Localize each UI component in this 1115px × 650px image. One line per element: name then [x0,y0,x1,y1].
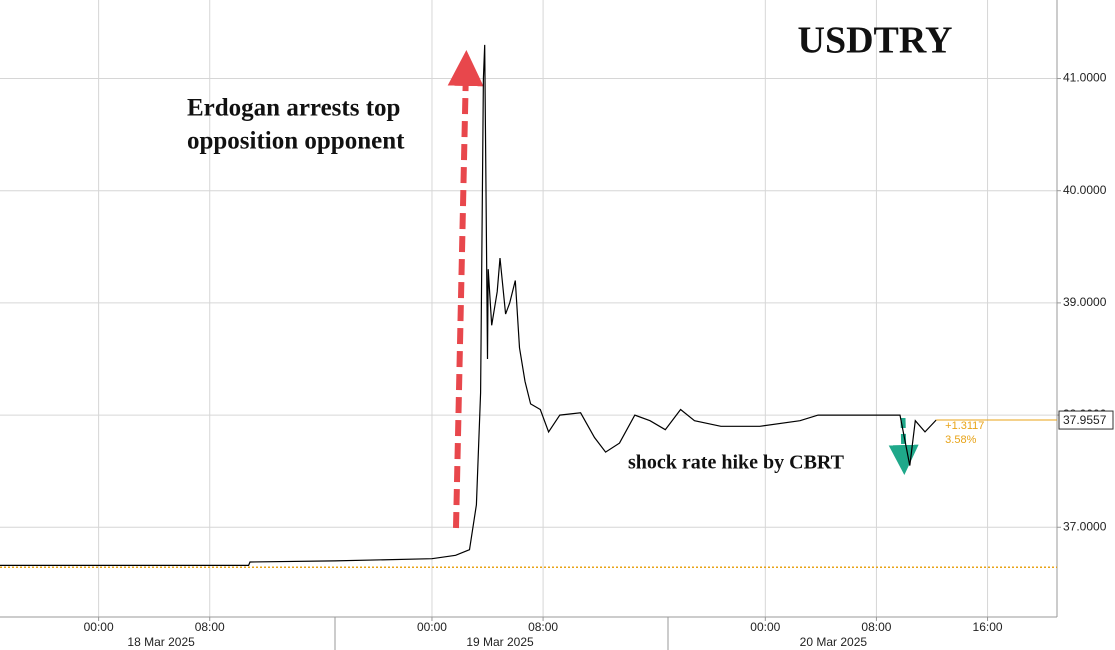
annotation: shock rate hike by CBRT [628,452,845,474]
y-tick-label: 39.0000 [1063,295,1107,309]
x-tick-label: 00:00 [84,620,114,634]
date-label: 19 Mar 2025 [466,635,534,649]
x-tick-label: 08:00 [195,620,225,634]
date-label: 20 Mar 2025 [800,635,868,649]
annotation: Erdogan arrests top [187,95,400,122]
spike-arrow [447,50,484,529]
date-label: 18 Mar 2025 [127,635,195,649]
y-tick-label: 37.0000 [1063,519,1107,533]
change-label: 3.58% [945,434,976,446]
x-tick-label: 16:00 [973,620,1003,634]
grid [0,0,1057,617]
change-label: +1.3117 [945,420,984,432]
hike-arrow [888,417,919,475]
price-line [0,44,937,566]
chart-title: USDTRY [798,20,953,62]
last-value-box [1058,410,1114,430]
annotation: opposition opponent [187,128,405,155]
last-value-label: 37.9557 [1063,413,1107,427]
x-tick-label: 08:00 [861,620,891,634]
y-tick-label: 41.0000 [1063,71,1107,85]
x-tick-label: 00:00 [750,620,780,634]
x-tick-label: 08:00 [528,620,558,634]
y-tick-label: 40.0000 [1063,183,1107,197]
x-tick-label: 00:00 [417,620,447,634]
